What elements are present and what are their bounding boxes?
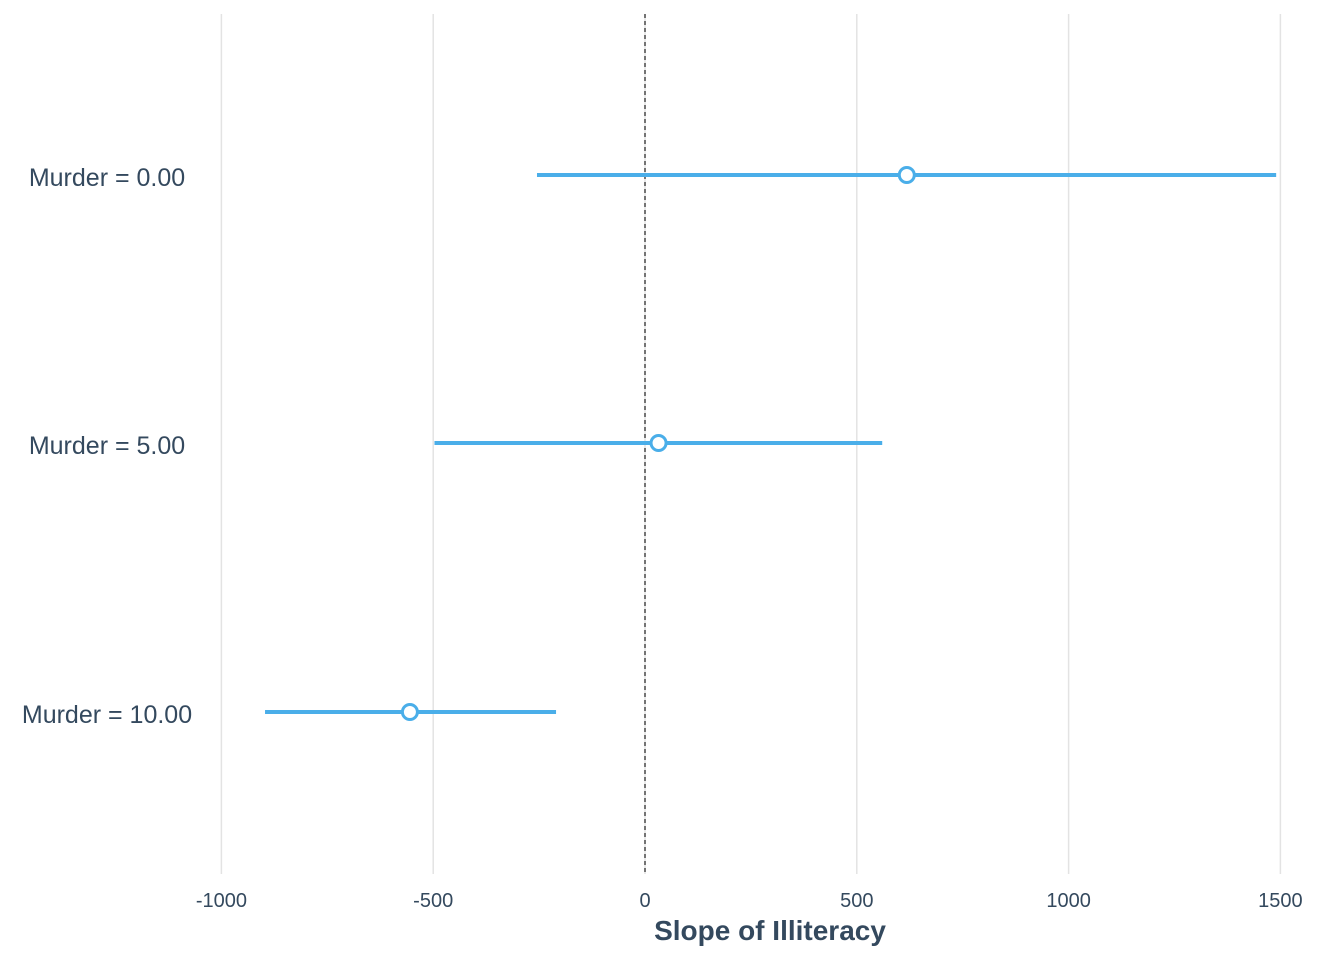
estimate-marks — [265, 166, 1277, 721]
x-tick-label: 1000 — [1046, 890, 1091, 912]
estimate-point — [400, 703, 419, 721]
x-axis-title: Slope of Illiteracy — [654, 915, 886, 946]
x-tick-label: 1500 — [1258, 890, 1303, 912]
x-tick-labels: -1000 -500 0 500 1000 1500 — [196, 890, 1303, 912]
estimate-point — [649, 434, 668, 452]
x-tick-label: 500 — [840, 890, 873, 912]
estimate-point — [897, 166, 916, 184]
category-label: Murder = 0.00 — [29, 164, 185, 192]
category-label: Murder = 10.00 — [22, 701, 192, 729]
x-tick-label: -1000 — [196, 890, 247, 912]
category-label: Murder = 5.00 — [29, 432, 185, 460]
x-tick-label: 0 — [639, 890, 650, 912]
x-tick-label: -500 — [413, 890, 453, 912]
category-labels: Murder = 0.00 Murder = 5.00 Murder = 10.00 — [22, 164, 192, 729]
